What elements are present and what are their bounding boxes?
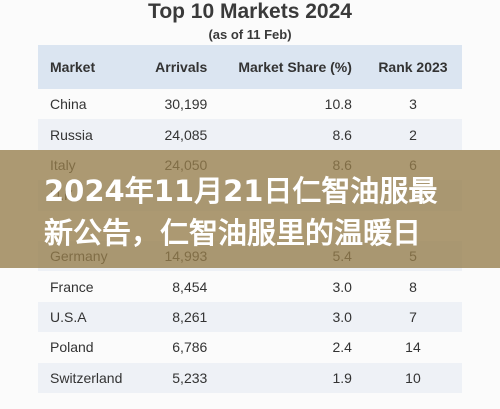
headline-banner: 2024年11月21日仁智油服最 新公告，仁智油服里的温暖日 xyxy=(0,150,500,268)
headline-line: 新公告，仁智油服里的温暖日 xyxy=(44,216,422,250)
table-row: China 30,199 10.8 3 xyxy=(38,89,462,119)
table-cell: 1.9 xyxy=(219,362,364,393)
table-cell: Switzerland xyxy=(38,362,140,393)
table-row: Russia 24,085 8.6 2 xyxy=(38,119,462,150)
table-cell: France xyxy=(50,278,94,295)
table-row: France 8,454 3.0 8 xyxy=(38,271,462,301)
table-cell: 3.0 xyxy=(219,301,364,333)
table-row: U.S.A 8,261 3.0 7 xyxy=(38,301,462,333)
table-cell: 14 xyxy=(405,339,421,356)
table-title: Top 10 Markets 2024 xyxy=(148,0,352,23)
table-cell: 30,199 xyxy=(164,96,208,113)
table-cell: Poland xyxy=(50,339,94,356)
table-cell: 3.0 xyxy=(332,278,352,295)
table-cell: 8.6 xyxy=(219,119,364,150)
header-row: Market Arrivals Market Share (%) Rank 2023 xyxy=(38,45,462,89)
column-header: Rank 2023 xyxy=(363,45,462,89)
headline-line: 2024年11月21日仁智油服最 xyxy=(44,174,438,208)
table-row: Poland 6,786 2.4 14 xyxy=(38,332,462,362)
table-cell: Russia xyxy=(38,119,140,150)
table-cell: China xyxy=(50,96,87,113)
table-cell: 2.4 xyxy=(332,339,352,356)
table-cell: 8,261 xyxy=(139,301,220,333)
column-header: Arrivals xyxy=(139,45,220,89)
table-row: Switzerland 5,233 1.9 10 xyxy=(38,362,462,393)
column-header: Market Share (%) xyxy=(219,45,364,89)
table-cell: 10.8 xyxy=(324,96,352,113)
table-cell: 3 xyxy=(409,96,417,113)
column-header: Market xyxy=(38,45,140,89)
table-cell: 10 xyxy=(363,362,462,393)
table-cell: 5,233 xyxy=(139,362,220,393)
table-cell: 24,085 xyxy=(139,119,220,150)
table-cell: U.S.A xyxy=(38,301,140,333)
table-cell: 2 xyxy=(363,119,462,150)
table-subtitle: (as of 11 Feb) xyxy=(208,27,292,42)
table-cell: 7 xyxy=(363,301,462,333)
table-cell: 8 xyxy=(409,278,417,295)
table-cell: 8,454 xyxy=(172,278,208,295)
table-cell: 6,786 xyxy=(172,339,208,356)
